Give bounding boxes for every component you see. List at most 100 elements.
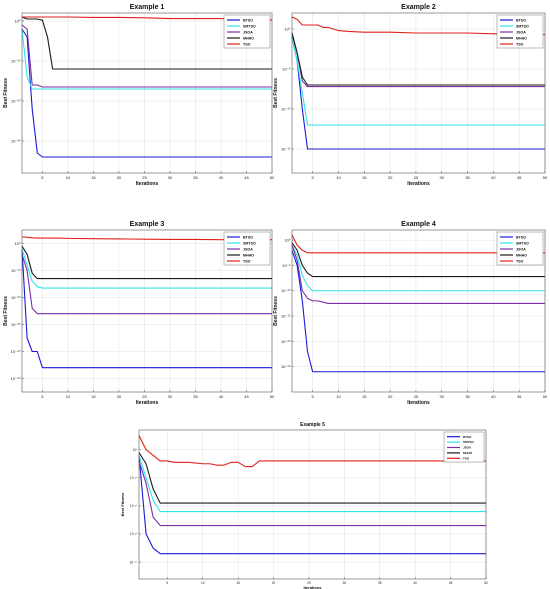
series-line-tso <box>291 234 545 254</box>
x-tick-label: 15 <box>91 394 96 399</box>
legend-label-tso: TSO <box>463 456 470 460</box>
x-tick-label: 25 <box>414 394 419 399</box>
y-tick-label: 10⁰ <box>284 238 290 243</box>
y-tick-label: 10⁻⁴⁰ <box>11 349 21 354</box>
series-line-jsoa <box>21 24 272 88</box>
chart-title: Example 3 <box>130 221 165 228</box>
x-axis-label: Iterations <box>407 400 430 406</box>
y-tick-label: 10⁰ <box>14 18 20 23</box>
x-tick-label: 35 <box>193 394 198 399</box>
y-tick-label: 10⁻²⁰ <box>281 339 291 344</box>
legend-label-mhho: MHHO <box>243 253 254 257</box>
series-line-tso <box>291 16 546 36</box>
x-tick-label: 20 <box>388 175 393 180</box>
y-tick-label: 10⁻¹⁰ <box>130 476 138 480</box>
series-line-smtso <box>291 244 545 292</box>
series-line-btso <box>291 250 545 373</box>
y-tick-label: 10⁻²⁰ <box>130 504 138 508</box>
axes-frame <box>21 12 273 174</box>
x-tick-label: 40 <box>491 394 496 399</box>
legend-label-tso: TSO <box>516 42 524 46</box>
chart-panel-5: Example 5 5 10 15 20 25 30 35 40 45 50 10⁰ 10⁻¹⁰ 10⁻²… <box>120 422 488 589</box>
legend-label-mhho: MHHO <box>243 36 254 40</box>
y-axis-label: Best Fitness <box>3 296 9 326</box>
legend-label-smtso: SMTSO <box>463 440 474 444</box>
y-axis-label: Best Fitness <box>273 296 279 326</box>
x-tick-label: 30 <box>168 394 173 399</box>
legend-label-btso: BTSO <box>243 18 253 22</box>
legend-label-btso: BTSO <box>243 235 253 239</box>
x-tick-label: 20 <box>117 175 122 180</box>
x-axis-label: Iterations <box>303 585 322 589</box>
chart-title: Example 1 <box>130 4 165 11</box>
legend-label-smtso: SMTSO <box>516 24 529 28</box>
legend-label-jsoa: JSOA <box>463 446 472 450</box>
x-tick-label: 35 <box>193 175 198 180</box>
x-tick-label: 15 <box>236 581 240 585</box>
x-tick-label: 45 <box>244 394 249 399</box>
y-tick-label: 10⁰ <box>133 448 139 452</box>
y-tick-label: 10⁻¹⁰ <box>11 268 21 273</box>
y-tick-label: 10⁻¹⁰ <box>281 288 291 293</box>
legend-label-tso: TSO <box>516 259 524 263</box>
x-tick-label: 20 <box>272 581 276 585</box>
x-tick-label: 30 <box>343 581 347 585</box>
series-line-tso <box>138 435 486 468</box>
x-tick-label: 5 <box>41 175 44 180</box>
series-line-mhho <box>291 32 545 86</box>
series-line-mhho <box>21 16 272 70</box>
legend-label-jsoa: JSOA <box>243 247 253 251</box>
y-tick-label: 10⁻³⁰ <box>130 532 138 536</box>
x-tick-label: 35 <box>378 581 382 585</box>
legend-label-jsoa: JSOA <box>516 30 526 34</box>
chart-panel-2: Example 2 5 10 15 20 25 30 35 40 45 50 10⁰ 10⁻⁵ 10⁻¹⁰… <box>273 4 548 187</box>
axes-frame <box>21 229 273 393</box>
y-axis-label: Best Fitness <box>120 492 125 517</box>
x-tick-label: 35 <box>465 394 470 399</box>
x-tick-label: 50 <box>270 394 275 399</box>
series-line-mhho <box>21 245 272 280</box>
chart-title: Example 5 <box>300 422 325 428</box>
x-tick-label: 50 <box>543 175 548 180</box>
x-tick-label: 20 <box>117 394 122 399</box>
x-tick-label: 40 <box>491 175 496 180</box>
x-tick-label: 50 <box>543 394 548 399</box>
x-tick-label: 25 <box>307 581 311 585</box>
x-tick-label: 45 <box>244 175 249 180</box>
y-tick-label: 10⁻³⁰ <box>11 322 21 327</box>
legend-label-smtso: SMTSO <box>243 241 256 245</box>
x-tick-label: 10 <box>66 394 71 399</box>
x-tick-label: 50 <box>270 175 275 180</box>
y-tick-label: 10⁻⁵⁰ <box>11 376 21 381</box>
y-tick-label: 10⁻¹⁵ <box>281 313 291 318</box>
x-axis-label: Iterations <box>407 181 430 187</box>
x-tick-label: 40 <box>413 581 417 585</box>
x-tick-label: 30 <box>440 394 445 399</box>
x-tick-label: 30 <box>168 175 173 180</box>
legend-label-mhho: MHHO <box>516 36 527 40</box>
x-tick-label: 50 <box>484 581 488 585</box>
legend-label-smtso: SMTSO <box>243 24 256 28</box>
series-line-jsoa <box>138 460 486 527</box>
series-line-jsoa <box>291 32 545 88</box>
x-axis-label: Iterations <box>136 181 159 187</box>
chart-panel-3: Example 3 5 10 15 20 25 30 35 40 45 50 10⁰ 10⁻¹⁰ 10⁻²… <box>3 221 275 406</box>
legend-label-jsoa: JSOA <box>243 30 253 34</box>
series-line-btso <box>21 28 272 158</box>
x-tick-label: 40 <box>219 394 224 399</box>
plot-area <box>139 430 486 579</box>
series-line-jsoa <box>21 254 272 315</box>
series-line-tso <box>21 236 272 241</box>
y-tick-label: 10⁰ <box>14 241 20 246</box>
series-line-smtso <box>138 455 486 513</box>
legend-label-mhho: MHHO <box>516 253 527 257</box>
x-tick-label: 5 <box>41 394 44 399</box>
x-tick-label: 15 <box>362 175 367 180</box>
series-line-smtso <box>291 36 545 126</box>
chart-panel-1: Example 1 5 10 15 20 25 30 35 40 45 50 10⁰ 10⁻¹⁰ 10⁻²… <box>3 4 275 187</box>
y-tick-label: 10⁻²⁰ <box>11 98 21 103</box>
x-tick-label: 15 <box>362 394 367 399</box>
y-tick-label: 10⁻²⁵ <box>281 364 291 369</box>
